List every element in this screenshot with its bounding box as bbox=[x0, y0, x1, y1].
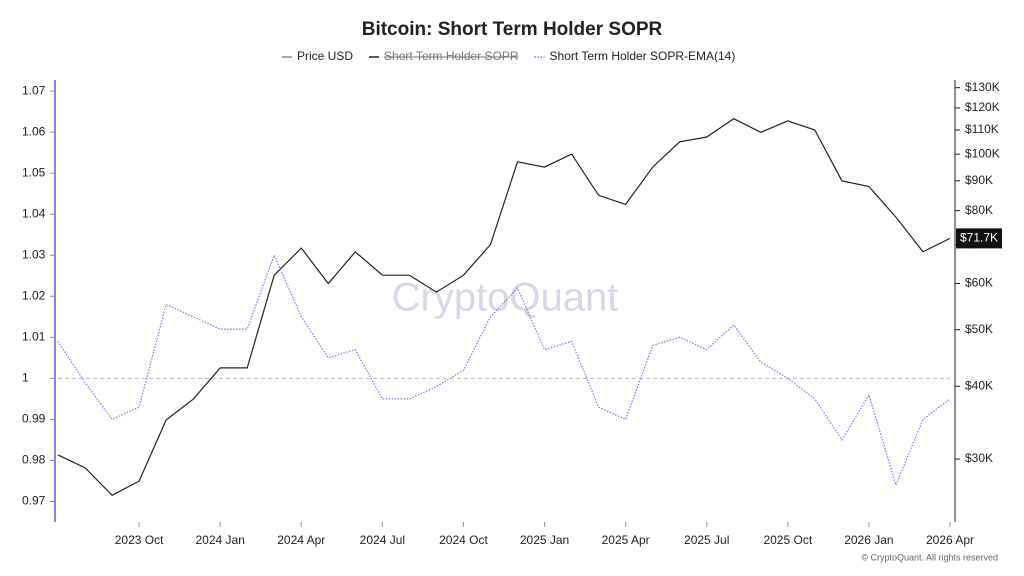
y-tick-label: 1.06 bbox=[22, 124, 46, 138]
x-tick-label: 2026 Jan bbox=[844, 533, 893, 547]
y2-tick-label: $100K bbox=[965, 146, 1000, 160]
x-tick-label: 2025 Jul bbox=[684, 533, 729, 547]
x-tick-label: 2024 Oct bbox=[439, 533, 488, 547]
x-tick-label: 2024 Jul bbox=[360, 533, 405, 547]
y-tick-label: 0.97 bbox=[22, 494, 46, 508]
y-tick-label: 1.04 bbox=[22, 206, 46, 220]
price-marker bbox=[956, 228, 1002, 249]
footer: © CryptoQuant. All rights reserved bbox=[861, 552, 998, 562]
y2-tick-label: $40K bbox=[965, 378, 993, 392]
series-line bbox=[57, 118, 951, 497]
x-tick-label: 2025 Apr bbox=[602, 533, 650, 547]
watermark: CryptoQuant bbox=[392, 276, 619, 320]
y2-tick-label: $120K bbox=[965, 100, 1000, 114]
chart-title: Bitcoin: Short Term Holder SOPR bbox=[362, 19, 663, 40]
y2-tick-label: $90K bbox=[965, 173, 993, 187]
x-tick-label: 2026 Apr bbox=[926, 533, 974, 547]
y2-tick-label: $60K bbox=[965, 276, 993, 290]
y2-tick-label: $80K bbox=[965, 203, 993, 217]
x-tick-label: 2023 Oct bbox=[115, 533, 164, 547]
y2-tick-label: $50K bbox=[965, 322, 993, 336]
x-tick-label: 2025 Jan bbox=[520, 533, 569, 547]
y-tick-label: 1.01 bbox=[22, 329, 46, 343]
y2-tick-label: $30K bbox=[965, 451, 993, 465]
legend-label[interactable]: Price USD bbox=[297, 49, 353, 63]
legend-label[interactable]: Short Term Holder SOPR bbox=[384, 49, 519, 63]
legend-label[interactable]: Short Term Holder SOPR-EMA(14) bbox=[550, 49, 736, 63]
x-tick-label: 2024 Jan bbox=[195, 533, 244, 547]
price-marker-label: $71.7K bbox=[960, 231, 998, 245]
y-tick-label: 0.98 bbox=[22, 453, 46, 467]
y-tick-label: 1 bbox=[22, 371, 29, 385]
y-tick-label: 0.99 bbox=[22, 412, 46, 426]
y2-tick-label: $110K bbox=[965, 122, 999, 136]
x-tick-label: 2025 Oct bbox=[763, 533, 812, 547]
y-tick-label: 1.03 bbox=[22, 247, 46, 261]
y-tick-label: 1.07 bbox=[22, 83, 46, 97]
y-tick-label: 1.02 bbox=[22, 288, 46, 302]
y2-tick-label: $130K bbox=[965, 80, 1000, 94]
y-tick-label: 1.05 bbox=[22, 165, 46, 179]
x-tick-label: 2024 Apr bbox=[277, 533, 325, 547]
